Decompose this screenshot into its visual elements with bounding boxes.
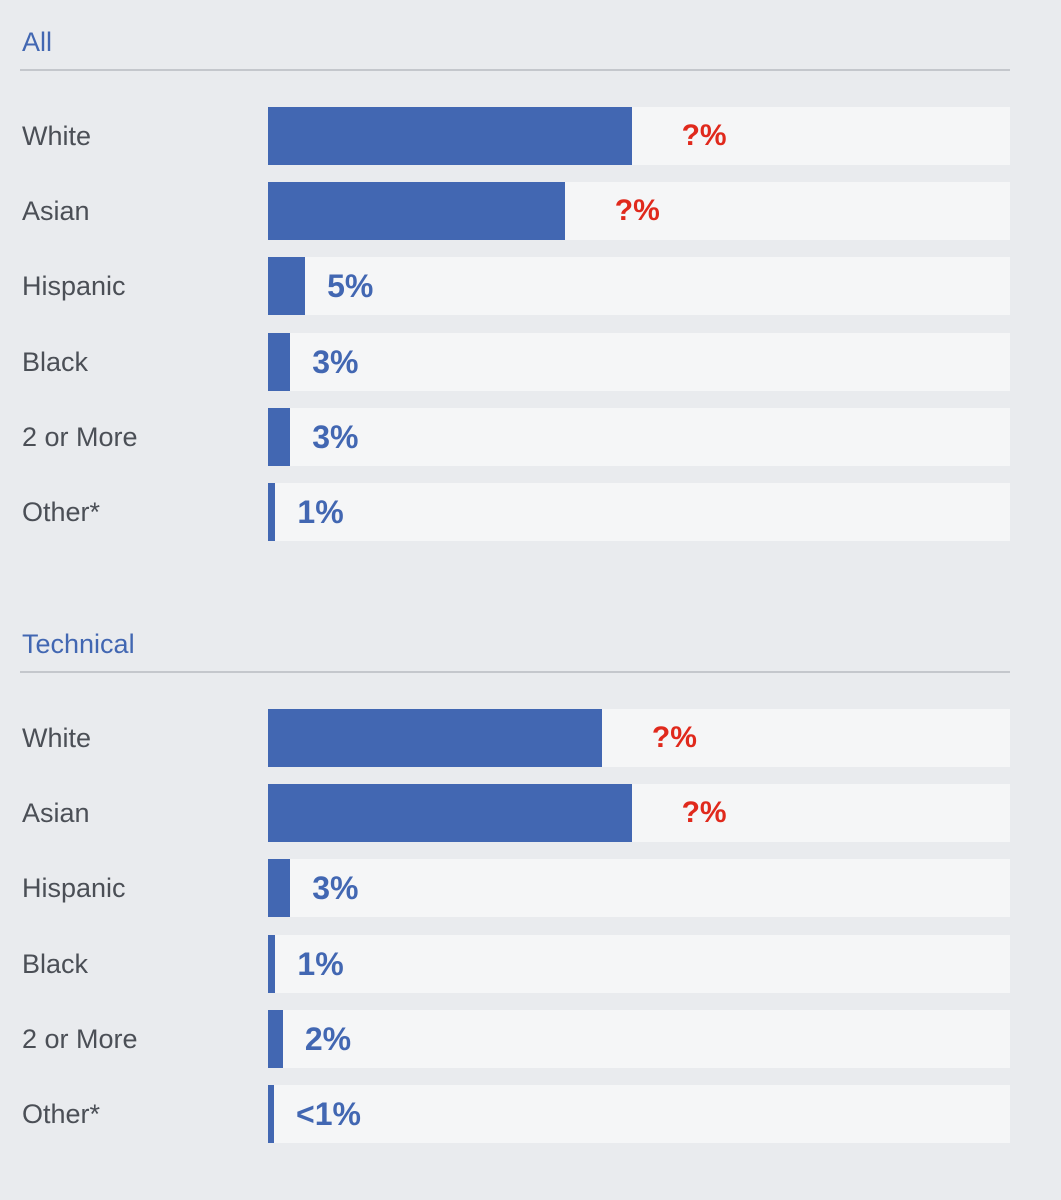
- category-label: Hispanic: [22, 873, 126, 903]
- value-label: 5%: [327, 268, 374, 304]
- bar-track: 3%: [268, 859, 1010, 917]
- value-label: ?%: [651, 721, 697, 754]
- title-divider: [20, 69, 1010, 71]
- bar-track: ?%: [268, 709, 1010, 767]
- category-label: Black: [22, 949, 89, 979]
- bar-row: Asian?%: [0, 784, 1061, 842]
- value-label: ?%: [614, 194, 660, 227]
- value-label: <1%: [296, 1096, 361, 1132]
- bar: [268, 182, 565, 240]
- category-label: Black: [22, 347, 89, 377]
- title-divider: [20, 671, 1010, 673]
- bar-row: 2 or More 2%: [0, 1010, 1061, 1068]
- category-label: Hispanic: [22, 271, 126, 301]
- value-label: 1%: [297, 946, 344, 982]
- bar-row: 2 or More 3%: [0, 408, 1061, 466]
- chart-title: All: [22, 27, 53, 57]
- chart-panel-technical: Technical White?% Asian?% Hispanic 3% Black 1%…: [0, 602, 1061, 1162]
- bar-row: Asian?%: [0, 182, 1061, 240]
- bar-track: 5%: [268, 257, 1010, 315]
- bar: [268, 935, 276, 993]
- bar: [268, 1010, 283, 1068]
- bar: [268, 1085, 274, 1143]
- bar-row: Hispanic 3%: [0, 859, 1061, 917]
- bar-track: <1%: [268, 1085, 1010, 1143]
- bar-row: Hispanic 5%: [0, 257, 1061, 315]
- bar-row: White?%: [0, 709, 1061, 767]
- bar-row: Black 1%: [0, 935, 1061, 993]
- bar-track: 3%: [268, 333, 1010, 391]
- bar-track: 1%: [268, 483, 1010, 541]
- bar: [268, 333, 291, 391]
- category-label: White: [22, 121, 92, 151]
- bar: [268, 859, 291, 917]
- category-label: Asian: [22, 196, 90, 226]
- bar: [268, 257, 306, 315]
- bar-track: 3%: [268, 408, 1010, 466]
- bar-track: ?%: [268, 182, 1010, 240]
- bar-track: 1%: [268, 935, 1010, 993]
- bar-track: ?%: [268, 107, 1010, 165]
- bar-row: White?%: [0, 107, 1061, 165]
- bar-track: ?%: [268, 784, 1010, 842]
- bar: [268, 784, 632, 842]
- category-label: Asian: [22, 798, 90, 828]
- chart-title: Technical: [22, 629, 135, 659]
- bar-row: Black 3%: [0, 333, 1061, 391]
- category-label: Other*: [22, 497, 101, 527]
- bar: [268, 709, 602, 767]
- value-label: ?%: [681, 119, 727, 152]
- value-label: 1%: [297, 494, 344, 530]
- value-label: 2%: [304, 1021, 352, 1057]
- bar-row: Other* <1%: [0, 1085, 1061, 1143]
- category-label: 2 or More: [22, 1024, 138, 1054]
- category-label: White: [22, 723, 92, 753]
- value-label: 3%: [312, 419, 359, 455]
- bar: [268, 483, 276, 541]
- value-label: 3%: [312, 870, 359, 906]
- bar: [268, 107, 632, 165]
- value-label: 3%: [312, 344, 359, 380]
- chart-panel-all: All White?% Asian?% Hispanic 5% Black 3% 2 or M…: [0, 0, 1061, 560]
- bar-track: 2%: [268, 1010, 1010, 1068]
- value-label: ?%: [681, 796, 727, 829]
- category-label: 2 or More: [22, 422, 138, 452]
- category-label: Other*: [22, 1099, 101, 1129]
- bar: [268, 408, 291, 466]
- bar-row: Other* 1%: [0, 483, 1061, 541]
